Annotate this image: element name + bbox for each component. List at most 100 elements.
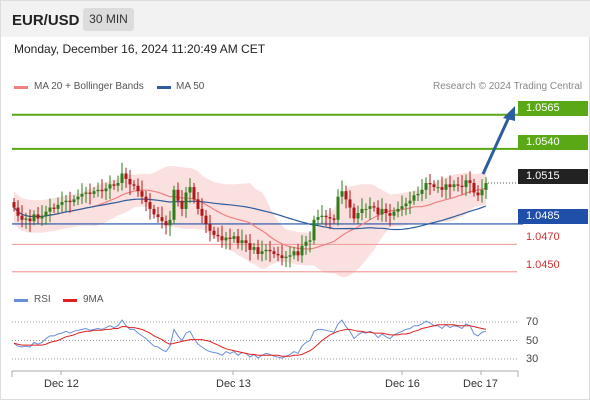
candle-body [92, 191, 96, 194]
candle-body [36, 214, 40, 219]
ma50-legend-swatch [157, 86, 171, 89]
rsi-tick-70: 70 [526, 316, 539, 328]
candle-body [56, 204, 60, 209]
support-1-label: 1.0470 [526, 231, 560, 243]
candle-body [80, 193, 84, 197]
candle-body [464, 180, 468, 188]
candle-body [368, 206, 372, 209]
date-tick-dec13: Dec 13 [216, 378, 251, 390]
candle-body [364, 208, 368, 210]
candle-body [184, 192, 188, 209]
candle-body [192, 187, 196, 200]
candle-body [476, 192, 480, 196]
candle-body [68, 200, 72, 203]
date-tick-dec16: Dec 16 [385, 378, 420, 390]
candle-body [228, 237, 232, 239]
candle-body [148, 202, 152, 209]
candle-body [308, 240, 312, 242]
candle-body [108, 184, 112, 189]
candle-body [320, 215, 324, 218]
candle-body [360, 208, 364, 214]
candle-body [252, 247, 256, 250]
candle-body [296, 251, 300, 256]
candle-body [160, 217, 164, 222]
candle-body [384, 208, 388, 214]
candle-body [280, 255, 284, 259]
candle-body [328, 217, 332, 219]
candle-body [224, 237, 228, 241]
candle-body [420, 189, 424, 194]
candle-body [416, 193, 420, 196]
candle-body [48, 207, 52, 212]
candle-body [232, 236, 236, 239]
ma50-legend-label: MA 50 [176, 81, 205, 92]
candle-body [376, 207, 380, 215]
ma9-legend-swatch [63, 299, 77, 302]
candle-body [268, 249, 272, 252]
candle-body [120, 173, 124, 183]
candle-body [444, 184, 448, 190]
rsi-legend-label: RSI [34, 294, 51, 305]
resistance-2-tag: 1.0565 [518, 101, 588, 116]
candle-body [176, 189, 180, 201]
candle-body [32, 214, 36, 222]
candle-body [380, 208, 384, 215]
candle-body [412, 195, 416, 201]
rsi-line [13, 319, 487, 359]
candle-body [272, 251, 276, 254]
candle-body [344, 191, 348, 200]
candle-body [164, 221, 168, 226]
rsi-tick-50: 50 [526, 335, 539, 347]
candle-body [340, 191, 344, 197]
candle-body [332, 218, 336, 220]
candle-body [168, 219, 172, 226]
candle-body [324, 215, 328, 218]
candle-body [140, 191, 144, 197]
candle-body [448, 184, 452, 188]
candle-body [264, 249, 268, 252]
candle-body [256, 247, 260, 254]
rsi-legend-swatch [14, 299, 28, 302]
candle-body [400, 206, 404, 209]
candle-body [260, 251, 264, 254]
candle-body [472, 182, 476, 193]
candle-body [16, 207, 20, 216]
candle-body [460, 185, 464, 188]
candle-body [196, 199, 200, 209]
candle-body [204, 215, 208, 224]
candle-body [124, 173, 128, 179]
candle-body [212, 230, 216, 235]
rsi-tick-30: 30 [526, 353, 539, 365]
candle-body [116, 182, 120, 186]
candle-body [388, 213, 392, 216]
candle-body [144, 196, 148, 203]
candle-body [44, 211, 48, 216]
candle-body [480, 189, 484, 196]
candle-body [276, 253, 280, 256]
candle-body [152, 208, 156, 215]
support-2-label: 1.0450 [526, 259, 560, 271]
candle-body [28, 218, 32, 222]
candle-body [428, 182, 432, 185]
timestamp: Monday, December 16, 2024 11:20:49 AM CE… [14, 42, 266, 56]
candle-body [432, 184, 436, 188]
candle-body [180, 200, 184, 209]
candle-body [456, 184, 460, 186]
candle-body [372, 206, 376, 208]
chart-header: EUR/USD 30 MIN [1, 1, 590, 37]
candle-body [100, 189, 104, 192]
forecast-arrowhead [503, 106, 515, 121]
candle-body [20, 215, 24, 220]
candle-body [436, 187, 440, 189]
last-price-tag: 1.0515 [518, 169, 588, 184]
candle-body [96, 189, 100, 192]
ma20-legend-swatch [14, 86, 28, 89]
candle-body [304, 241, 308, 246]
candle-body [316, 217, 320, 220]
interval-button[interactable]: 30 MIN [83, 8, 134, 31]
bollinger-band-area [14, 166, 486, 278]
candle-body [348, 199, 352, 208]
candle-body [52, 207, 56, 209]
